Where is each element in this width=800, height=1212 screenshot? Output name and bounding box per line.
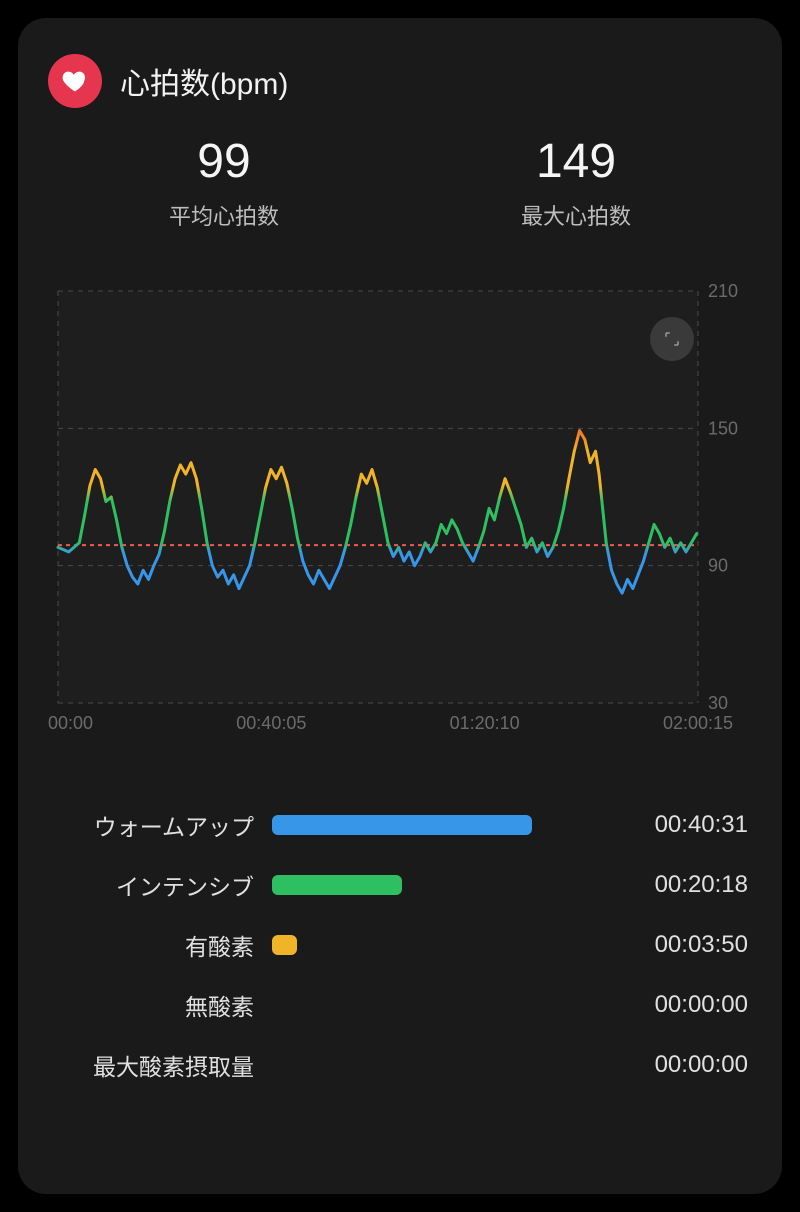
svg-text:30: 30 [708,693,728,713]
zone-label: 無酸素 [52,988,272,1022]
zone-row: 最大酸素摂取量 00:00:00 [52,1048,748,1082]
zone-time: 00:20:18 [598,871,748,899]
zone-time: 00:40:31 [598,811,748,839]
svg-text:02:00:15: 02:00:15 [663,713,733,733]
avg-hr-value: 99 [169,136,279,189]
zone-row: インテンシブ 00:20:18 [52,868,748,902]
svg-text:00:00:00: 00:00:00 [48,713,93,733]
zone-row: ウォームアップ 00:40:31 [52,808,748,842]
zone-label: インテンシブ [52,868,272,902]
zone-bar-track [272,995,598,1015]
max-hr-value: 149 [521,136,631,189]
expand-icon [663,330,681,348]
stats-row: 99 平均心拍数 149 最大心拍数 [48,136,752,231]
svg-text:01:20:10: 01:20:10 [450,713,520,733]
zone-label: 有酸素 [52,928,272,962]
heart-rate-card: 心拍数(bpm) 99 平均心拍数 149 最大心拍数 30 90 150 210 00… [18,18,782,1194]
zone-row: 無酸素 00:00:00 [52,988,748,1022]
svg-text:90: 90 [708,555,728,575]
expand-chart-button[interactable] [650,317,694,361]
svg-text:00:40:05: 00:40:05 [236,713,306,733]
max-hr-stat: 149 最大心拍数 [521,136,631,231]
zone-time: 00:00:00 [598,991,748,1019]
zone-bar-track [272,875,598,895]
zone-bar [272,815,532,835]
zone-bar-track [272,1055,598,1075]
max-hr-label: 最大心拍数 [521,199,631,231]
svg-text:210: 210 [708,283,738,301]
zone-time: 00:00:00 [598,1051,748,1079]
avg-hr-label: 平均心拍数 [169,199,279,231]
zone-bar [272,935,297,955]
hr-zones-list: ウォームアップ 00:40:31 インテンシブ 00:20:18 有酸素 00:03:50… [48,808,752,1082]
hr-chart-container: 30 90 150 210 00:00:00 00:40:05 01:20:10 02:00:… [48,283,752,748]
zone-bar [272,875,402,895]
zone-label: 最大酸素摂取量 [52,1048,272,1082]
heart-icon [48,54,102,108]
hr-chart: 30 90 150 210 00:00:00 00:40:05 01:20:10 02:00:… [48,283,748,743]
zone-row: 有酸素 00:03:50 [52,928,748,962]
avg-hr-stat: 99 平均心拍数 [169,136,279,231]
card-header: 心拍数(bpm) [48,54,752,108]
zone-label: ウォームアップ [52,808,272,842]
card-title: 心拍数(bpm) [120,59,288,103]
zone-bar-track [272,935,598,955]
zone-time: 00:03:50 [598,931,748,959]
zone-bar-track [272,815,598,835]
svg-text:150: 150 [708,418,738,438]
